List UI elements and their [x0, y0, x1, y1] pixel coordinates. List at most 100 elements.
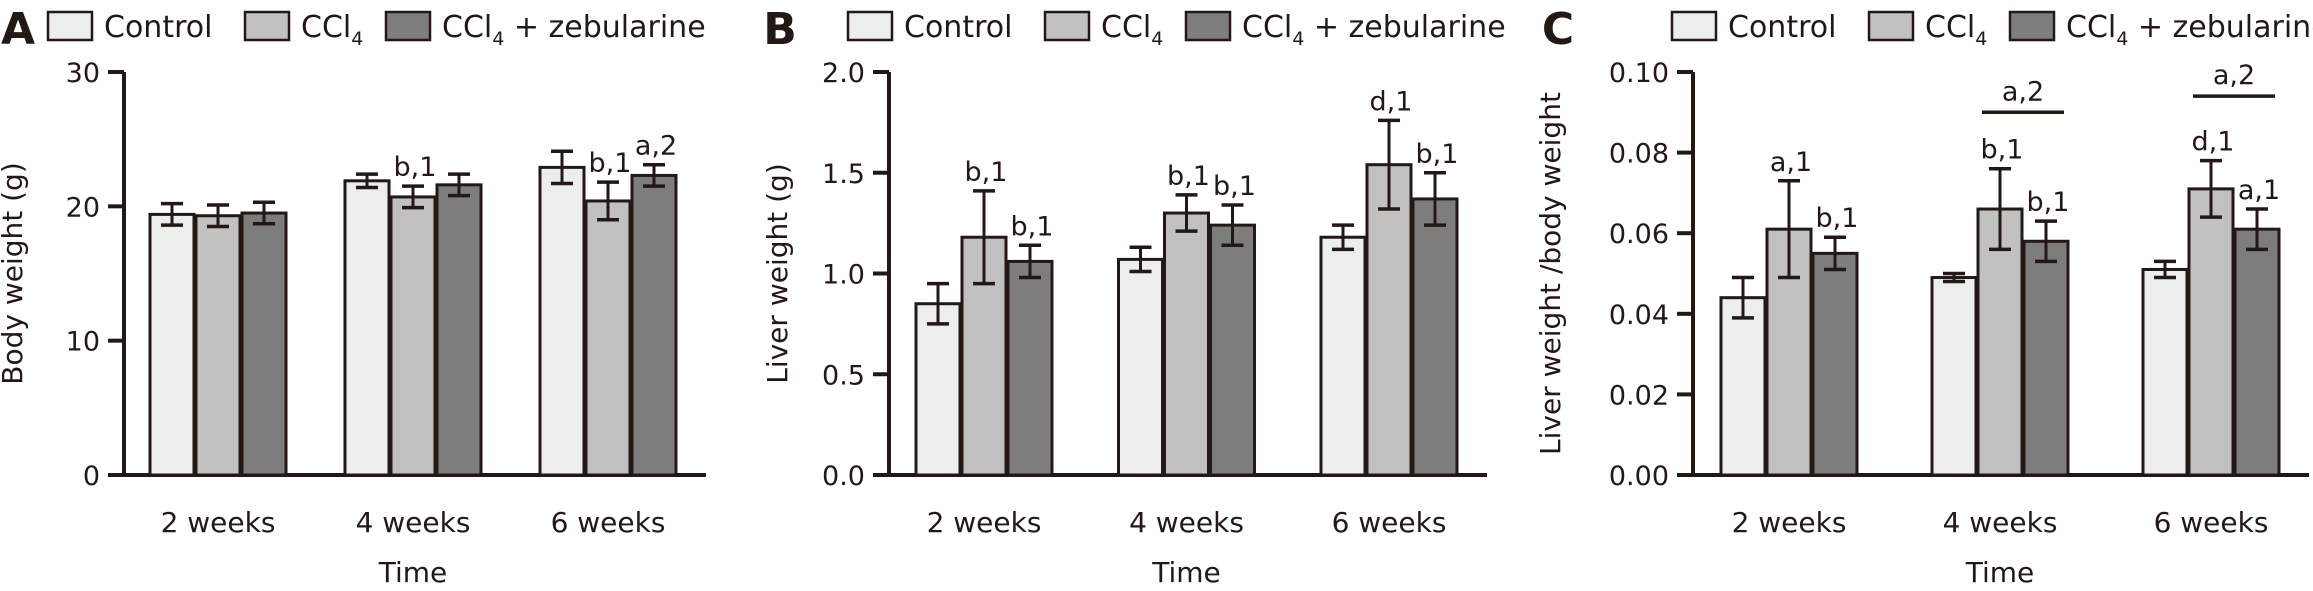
legend-label: Control — [1728, 10, 1836, 45]
x-tick-label: 2 weeks — [927, 506, 1042, 539]
x-tick-label: 4 weeks — [356, 506, 471, 539]
y-axis-title: Liver weight (g) — [761, 163, 794, 384]
bar-control-1 — [148, 212, 196, 477]
chart-panel-b: B Control CCl4 CCl4 + zebularine 0.0 0.5 1.0 1.… — [761, 4, 1506, 589]
x-tick-label: 2 weeks — [161, 506, 276, 539]
legend-label: CCl4 — [1101, 10, 1163, 50]
y-tick-label: 0.00 — [1609, 461, 1669, 492]
significance-label: b,1 — [2027, 187, 2070, 218]
y-tick-label: 2.0 — [822, 58, 865, 89]
y-tick-label: 0.04 — [1609, 300, 1669, 331]
legend-swatch — [1670, 10, 1718, 42]
y-axis-title: Body weight (g) — [0, 162, 29, 385]
legend-item-control: Control — [46, 10, 212, 45]
legend-swatch — [1184, 10, 1232, 42]
bar-control-1 — [1719, 296, 1767, 477]
legend-label: CCl4 + zebularine — [442, 10, 706, 50]
legend-swatch — [384, 10, 432, 42]
significance-label: a,1 — [1770, 147, 1812, 178]
legend-item-zeb: CCl4 + zebularine — [1184, 10, 1506, 50]
y-tick-label: 1.5 — [822, 159, 865, 190]
y-axis-title: Liver weight /body weight — [1534, 92, 1567, 455]
legend-label: Control — [904, 10, 1012, 45]
bar-zeb-2 — [1209, 223, 1256, 477]
y-tick-label: 0.5 — [822, 360, 865, 391]
legend-item-ccl4: CCl4 — [1867, 10, 1987, 50]
bar-ccl4-3 — [1365, 163, 1413, 477]
bar-control-3 — [538, 165, 586, 477]
y-tick-label: 0.08 — [1609, 139, 1669, 170]
y-tick-label: 0.10 — [1609, 58, 1669, 89]
legend-item-control: Control — [846, 10, 1012, 45]
legend-label: CCl4 — [1925, 10, 1987, 50]
chart-panel-c: C Control CCl4 CCl4 + zebularine 0.00 0.02 0.0… — [1534, 4, 2313, 589]
legend-label: Control — [104, 10, 212, 45]
legend-item-ccl4: CCl4 — [1043, 10, 1163, 50]
panel-letter: B — [763, 4, 797, 55]
legend-swatch — [243, 10, 291, 42]
significance-label: d,1 — [1370, 86, 1413, 117]
legend-swatch — [2008, 10, 2056, 42]
legend-swatch — [1867, 10, 1915, 42]
x-axis-title: Time — [1965, 556, 2035, 589]
bar-zeb-2 — [435, 183, 483, 477]
significance-label: b,1 — [1816, 203, 1859, 234]
bar-zeb-3 — [2233, 227, 2281, 477]
bar-zeb-3 — [1411, 197, 1459, 477]
significance-label: a,2 — [635, 131, 677, 162]
legend-item-zeb: CCl4 + zebularine — [384, 10, 706, 50]
bar-ccl4-2 — [1163, 211, 1210, 477]
comparison-label: a,2 — [2002, 76, 2044, 107]
bar-zeb-1 — [1811, 251, 1859, 477]
significance-label: b,1 — [1213, 171, 1256, 202]
bar-control-1 — [914, 302, 962, 477]
significance-label: b,1 — [1416, 139, 1459, 170]
y-tick-label: 0.0 — [822, 461, 865, 492]
significance-label: b,1 — [1011, 211, 1054, 242]
x-tick-label: 6 weeks — [2154, 506, 2269, 539]
bar-ccl4-2 — [1976, 207, 2024, 477]
significance-label: b,1 — [394, 152, 437, 183]
bar-control-2 — [1117, 257, 1164, 477]
y-tick-label: 0.02 — [1609, 380, 1669, 411]
bar-ccl4-2 — [389, 195, 437, 477]
y-tick-label: 0 — [83, 461, 100, 492]
x-tick-label: 4 weeks — [1129, 506, 1244, 539]
bar-zeb-2 — [2022, 239, 2070, 477]
legend-swatch — [46, 10, 94, 42]
x-tick-label: 2 weeks — [1732, 506, 1847, 539]
significance-label: a,1 — [2238, 175, 2280, 206]
x-axis-title: Time — [378, 556, 448, 589]
significance-label: b,1 — [1167, 161, 1210, 192]
y-tick-label: 10 — [66, 327, 100, 358]
chart-panel-a: A Control CCl4 CCl4 + zebularine 0 10 20 30 Body… — [0, 4, 706, 589]
bar-zeb-1 — [240, 211, 288, 477]
significance-label: d,1 — [2192, 127, 2235, 158]
legend-label: CCl4 + zebularine — [1242, 10, 1506, 50]
bar-control-3 — [2141, 267, 2189, 477]
x-tick-label: 6 weeks — [1332, 506, 1447, 539]
legend-swatch — [846, 10, 894, 42]
bar-ccl4-3 — [2187, 187, 2235, 477]
panel-letter: A — [1, 4, 35, 55]
legend-swatch — [1043, 10, 1091, 42]
bar-control-2 — [1930, 276, 1978, 477]
x-axis-title: Time — [1151, 556, 1221, 589]
comparison-label: a,2 — [2213, 60, 2255, 91]
y-tick-label: 1.0 — [822, 260, 865, 291]
x-tick-label: 4 weeks — [1943, 506, 2058, 539]
legend-item-ccl4: CCl4 — [243, 10, 363, 50]
bar-zeb-1 — [1006, 259, 1054, 477]
significance-label: b,1 — [1981, 135, 2024, 166]
legend-item-control: Control — [1670, 10, 1836, 45]
legend-item-zeb: CCl4 + zebularine — [2008, 10, 2313, 50]
y-tick-label: 30 — [66, 58, 100, 89]
significance-label: b,1 — [589, 148, 632, 179]
x-tick-label: 6 weeks — [551, 506, 666, 539]
legend-label: CCl4 + zebularine — [2066, 10, 2313, 50]
y-tick-label: 0.06 — [1609, 219, 1669, 250]
legend-label: CCl4 — [301, 10, 363, 50]
panel-letter: C — [1542, 4, 1574, 55]
bar-control-2 — [343, 179, 391, 477]
